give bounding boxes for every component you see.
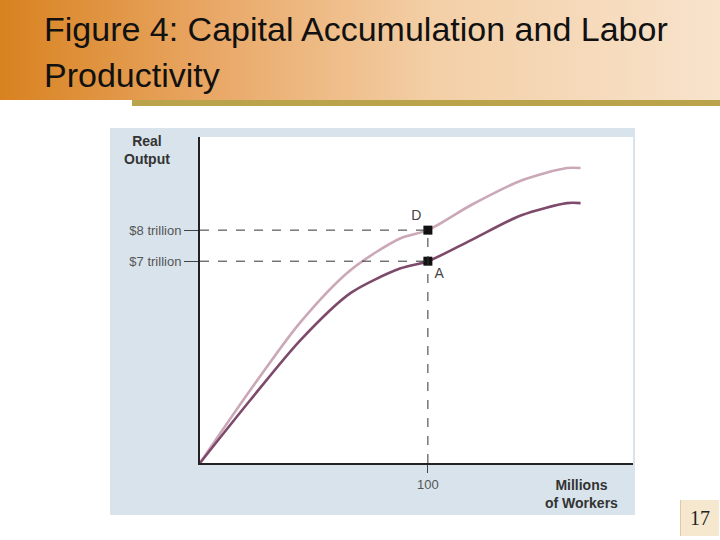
svg-text:100: 100 [417,477,439,492]
svg-text:$7 trillion: $7 trillion [129,254,181,269]
html-text:17: 17 [690,507,710,529]
html-text:Figure 4: Capital Accumulation: Figure 4: Capital Accumulation and Labor… [44,10,668,94]
svg-text:RealOutput: RealOutput [124,133,170,167]
svg-text:Millionsof Workers: Millionsof Workers [545,477,618,511]
svg-text:D: D [411,207,421,223]
svg-text:A: A [435,265,445,281]
svg-text:$8 trillion: $8 trillion [129,223,181,238]
